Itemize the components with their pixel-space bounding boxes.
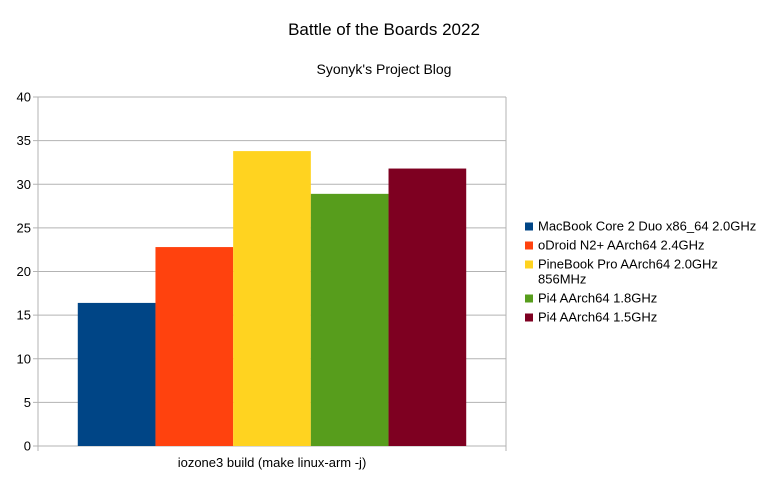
y-tick-label: 20 <box>17 264 31 279</box>
bar <box>310 193 389 446</box>
y-tick-label: 35 <box>17 133 31 148</box>
chart-subtitle: Syonyk's Project Blog <box>317 61 452 77</box>
bars <box>77 151 467 447</box>
legend-swatch <box>525 260 533 269</box>
x-category-label: iozone3 build (make linux-arm -j) <box>178 455 367 470</box>
bar <box>155 247 234 446</box>
legend: MacBook Core 2 Duo x86_64 2.0GHz oDroid N… <box>525 219 756 325</box>
bar <box>233 151 311 446</box>
legend-label: Pi4 AArch64 1.5GHz <box>538 310 657 325</box>
legend-label: oDroid N2+ AArch64 2.4GHz <box>538 238 705 253</box>
y-tick-label: 10 <box>17 351 31 366</box>
y-tick-label: 5 <box>24 395 31 410</box>
y-tick-label: 40 <box>17 90 31 105</box>
legend-swatch <box>525 313 533 322</box>
y-tick-label: 0 <box>24 439 31 454</box>
y-tick-label: 30 <box>17 177 31 192</box>
bar <box>388 168 467 447</box>
legend-label: MacBook Core 2 Duo x86_64 2.0GHz <box>538 219 756 234</box>
y-tick-label: 15 <box>17 308 31 323</box>
legend-swatch <box>525 294 533 303</box>
axes: 0 5 10 15 20 25 30 35 40 iozone3 build (make linu… <box>17 90 507 470</box>
legend-swatch <box>525 241 533 250</box>
legend-label: Pi4 AArch64 1.8GHz <box>538 291 657 306</box>
legend-label: PineBook Pro AArch64 2.0GHz 856MHz <box>538 257 718 287</box>
y-tick-label: 25 <box>17 220 31 235</box>
chart-title: Battle of the Boards 2022 <box>288 20 480 39</box>
legend-swatch <box>525 222 533 231</box>
bar <box>77 302 156 446</box>
